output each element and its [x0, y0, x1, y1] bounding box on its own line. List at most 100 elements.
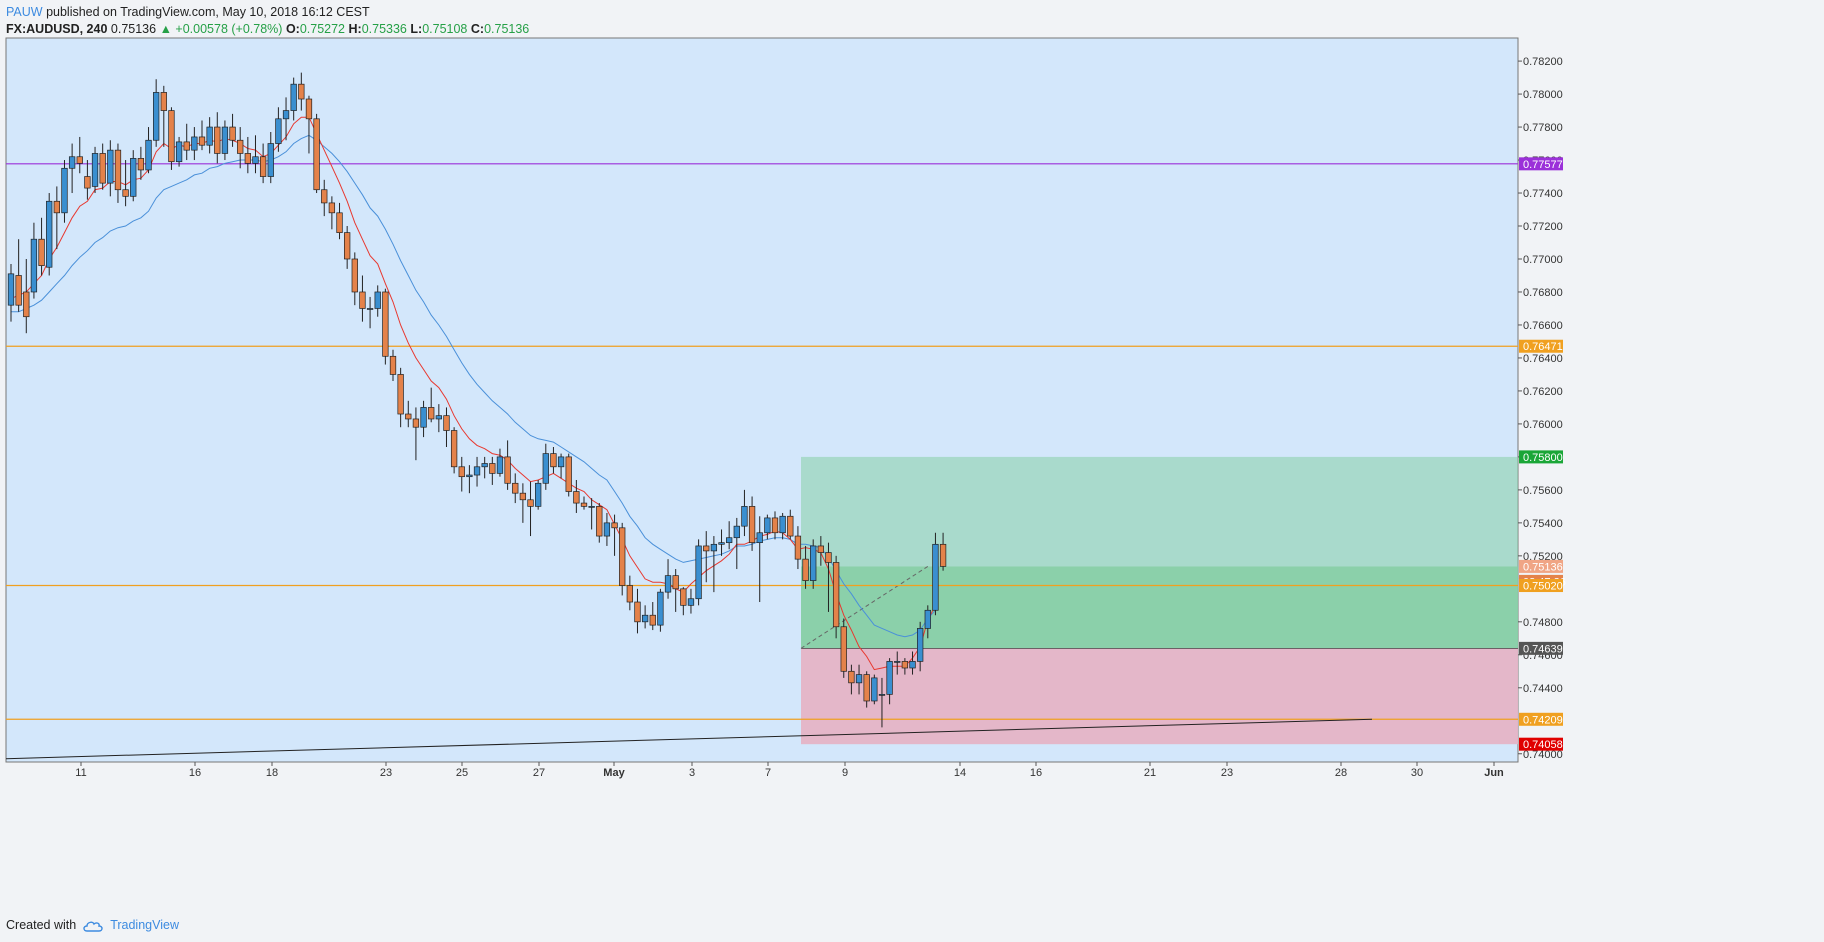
candle	[305, 95, 313, 154]
candle-body-down	[99, 153, 106, 184]
tag-lower-orange-level-bg	[1519, 712, 1563, 726]
candle	[321, 179, 328, 217]
candle-body-up	[145, 139, 152, 171]
candle-body-up	[917, 628, 924, 662]
candle	[878, 677, 886, 728]
candle-body-down	[359, 291, 366, 309]
candle	[542, 443, 549, 490]
candle	[389, 349, 397, 382]
candle-body-down	[802, 558, 809, 581]
candle	[175, 136, 183, 167]
candle-body-up	[191, 136, 198, 151]
candle	[214, 112, 221, 164]
candle-body-up	[535, 482, 542, 507]
candle	[366, 296, 374, 329]
candle-body-up	[695, 545, 702, 600]
candle	[450, 427, 458, 474]
candle-body-down	[832, 562, 840, 628]
candle-body-up	[221, 126, 229, 154]
candle	[30, 222, 38, 299]
candle-body-up	[687, 598, 695, 606]
x-tick-label: 28	[1335, 767, 1347, 779]
candle-body-down	[450, 430, 458, 468]
candle	[351, 252, 358, 306]
candle-body-up	[282, 110, 290, 120]
tag-entry: 0.74639	[1523, 643, 1563, 655]
publish-line: PAUW published on TradingView.com, May 1…	[6, 5, 370, 19]
candle	[771, 511, 779, 540]
ema-slow-line	[11, 134, 936, 638]
y-tick-label: 0.76600	[1523, 320, 1563, 332]
candle-body-down	[214, 126, 221, 154]
candle	[855, 664, 863, 695]
candle	[710, 536, 718, 593]
candle	[443, 407, 450, 448]
footer: Created with TradingView	[6, 918, 179, 932]
candle	[512, 473, 519, 504]
tradingview-link[interactable]: TradingView	[110, 918, 179, 932]
candle-body-down	[259, 156, 267, 177]
candle-body-up	[252, 156, 259, 164]
candle-body-down	[405, 413, 412, 420]
high-label: H:	[348, 22, 362, 36]
candle-body-down	[389, 355, 397, 375]
candle	[458, 456, 465, 492]
candle	[519, 483, 527, 523]
candle	[237, 127, 244, 169]
candle-body-down	[397, 374, 404, 415]
candle	[267, 132, 274, 184]
candle-body-down	[183, 141, 190, 151]
candle-body-down	[382, 291, 389, 357]
candle	[259, 143, 267, 184]
candle-body-down	[527, 499, 534, 507]
candle	[466, 465, 473, 494]
candle	[122, 160, 129, 207]
x-tick-label: 23	[1221, 767, 1233, 779]
candle-body-down	[939, 543, 947, 567]
candle-body-down	[519, 492, 527, 501]
candle	[282, 97, 290, 141]
x-tick-label: 21	[1144, 767, 1156, 779]
candle	[114, 143, 122, 203]
candle	[397, 367, 404, 428]
candle-body-up	[932, 543, 939, 611]
candle	[229, 113, 236, 147]
candle	[894, 651, 901, 675]
candle-body-down	[114, 149, 122, 191]
y-tick-label: 0.77200	[1523, 221, 1563, 233]
candle	[748, 496, 756, 551]
candle	[825, 542, 832, 612]
author-link[interactable]: PAUW	[6, 5, 43, 19]
trendline	[6, 718, 1373, 760]
candle	[794, 526, 802, 570]
last-price: 0.75136	[110, 22, 157, 36]
candle-body-up	[779, 515, 786, 534]
candle	[588, 498, 595, 530]
tradingview-cloud-icon	[83, 921, 103, 932]
candle-body-down	[680, 588, 687, 606]
y-tick-label: 0.76800	[1523, 287, 1563, 299]
candle	[817, 536, 824, 566]
candle-body-down	[137, 158, 145, 171]
candle	[641, 605, 649, 629]
candle-body-down	[550, 453, 557, 468]
candle	[91, 146, 99, 194]
candle-body-down	[901, 661, 909, 669]
plot-layer	[6, 72, 1518, 760]
tag-lower-orange-level: 0.74209	[1523, 714, 1563, 726]
candle	[832, 555, 840, 639]
candle	[695, 539, 702, 606]
candle	[7, 263, 15, 322]
candle-body-down	[611, 522, 618, 529]
y-tick-label: 0.75400	[1523, 518, 1563, 530]
open-value: 0.75272	[299, 22, 346, 36]
candle-body-down	[428, 407, 435, 420]
candle	[626, 575, 633, 611]
candle	[23, 258, 30, 334]
tag-stop: 0.74058	[1523, 739, 1563, 751]
candle-body-down	[596, 506, 603, 537]
candle	[313, 113, 320, 194]
candle	[527, 481, 534, 537]
candle-body-down	[122, 189, 129, 197]
